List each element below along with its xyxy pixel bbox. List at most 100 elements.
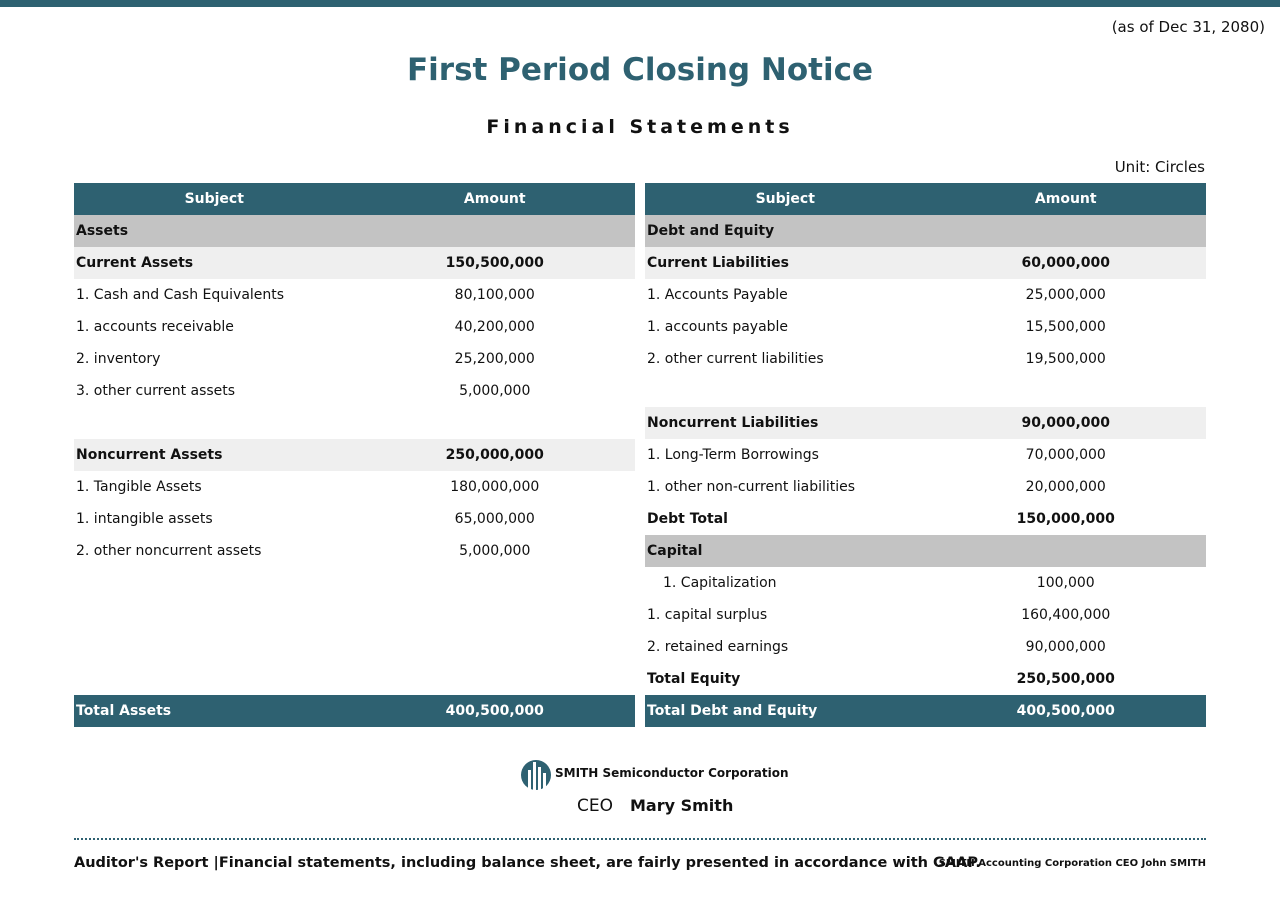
section-row: Capital — [645, 535, 1206, 567]
row: 1. Cash and Cash Equivalents 80,100,000 — [74, 279, 635, 311]
cell: 250,000,000 — [354, 439, 635, 471]
row: 1. Accounts Payable 25,000,000 — [645, 279, 1206, 311]
title: First Period Closing Notice — [407, 52, 873, 88]
row: 2. other current liabilities 19,500,000 — [645, 343, 1206, 375]
cell: 5,000,000 — [459, 383, 531, 399]
subtotal-row: Current Assets 150,500,000 — [74, 247, 635, 279]
blank-row — [74, 407, 635, 439]
cell: Total Equity — [647, 671, 741, 687]
cell: 90,000,000 — [1025, 639, 1106, 655]
row: 1. accounts receivable 40,200,000 — [74, 311, 635, 343]
cell: 2. retained earnings — [647, 639, 789, 655]
cell: 400,500,000 — [354, 695, 635, 727]
cell: Debt Total — [647, 511, 728, 527]
subtotal-row: Noncurrent Assets 250,000,000 — [74, 439, 635, 471]
cell: 180,000,000 — [450, 479, 540, 495]
cell: 15,500,000 — [1025, 319, 1106, 335]
cell: 150,000,000 — [1016, 511, 1115, 527]
cell: 90,000,000 — [925, 407, 1206, 439]
cell: 1. Capitalization — [663, 575, 777, 591]
cell: 20,000,000 — [1025, 479, 1106, 495]
cell: 1. Cash and Cash Equivalents — [76, 287, 285, 303]
cell: 1. Tangible Assets — [76, 479, 202, 495]
cell: 25,200,000 — [454, 351, 535, 367]
section-row: Debt and Equity — [645, 215, 1206, 247]
cell: 400,500,000 — [925, 695, 1206, 727]
company-name: SMITH Semiconductor Corporation — [555, 766, 789, 780]
cell: 19,500,000 — [1025, 351, 1106, 367]
cell: 1. accounts payable — [647, 319, 789, 335]
blank-row — [74, 567, 635, 599]
subtotal-row: Current Liabilities 60,000,000 — [645, 247, 1206, 279]
ceo-role: CEO — [577, 796, 613, 816]
cell: 2. other current liabilities — [647, 351, 824, 367]
cell: 1. accounts receivable — [76, 319, 234, 335]
row: 1. intangible assets 65,000,000 — [74, 503, 635, 535]
cell: 160,400,000 — [1021, 607, 1111, 623]
company-logo — [521, 760, 551, 792]
row: 2. other noncurrent assets 5,000,000 — [74, 535, 635, 567]
cell: Noncurrent Assets — [74, 439, 355, 471]
cell: Capital — [645, 535, 1206, 567]
cell: 3. other current assets — [76, 383, 236, 399]
cell: 1. Accounts Payable — [647, 287, 788, 303]
cell: 1. other non-current liabilities — [647, 479, 856, 495]
cell: Assets — [74, 215, 635, 247]
cell: Debt and Equity — [645, 215, 1206, 247]
cell: Total Debt and Equity — [645, 695, 926, 727]
cell: Current Liabilities — [645, 247, 926, 279]
cell: 150,500,000 — [354, 247, 635, 279]
cell: 2. other noncurrent assets — [76, 543, 262, 559]
total-row: Total Debt and Equity 400,500,000 — [645, 695, 1206, 727]
blank-row — [645, 375, 1206, 407]
header-cell: Subject — [74, 183, 355, 215]
section-row: Assets — [74, 215, 635, 247]
header-cell: Amount — [354, 183, 635, 215]
cell: Current Assets — [74, 247, 355, 279]
row: 1. Long-Term Borrowings 70,000,000 — [645, 439, 1206, 471]
cell: 1. Long-Term Borrowings — [647, 447, 819, 463]
cell: Noncurrent Liabilities — [645, 407, 926, 439]
auditor-report: Auditor's Report |Financial statements, … — [74, 855, 981, 871]
cell: 1. capital surplus — [647, 607, 768, 623]
subtotal-row: Total Equity 250,500,000 — [645, 663, 1206, 695]
row: 2. inventory 25,200,000 — [74, 343, 635, 375]
blank-row — [74, 663, 635, 695]
header-row: Subject Amount — [645, 183, 1206, 215]
auditor-signer: SMITH Accounting Corporation CEO John SM… — [938, 858, 1206, 869]
cell: Total Assets — [74, 695, 355, 727]
divider — [74, 838, 1206, 840]
header-row: Subject Amount — [74, 183, 635, 215]
subtitle: Financial Statements — [486, 116, 794, 138]
blank-row — [74, 599, 635, 631]
as-of-date: (as of Dec 31, 2080) — [1111, 18, 1265, 36]
header-cell: Amount — [925, 183, 1206, 215]
cell: 100,000 — [1036, 575, 1095, 591]
ceo-name: Mary Smith — [630, 796, 734, 815]
row: 2. retained earnings 90,000,000 — [645, 631, 1206, 663]
subtotal-row: Debt Total 150,000,000 — [645, 503, 1206, 535]
row: 1. Capitalization 100,000 — [645, 567, 1206, 599]
cell: 250,500,000 — [1016, 671, 1115, 687]
liabilities-table: Subject Amount Debt and Equity Current Li… — [645, 183, 1206, 727]
row: 1. Tangible Assets 180,000,000 — [74, 471, 635, 503]
cell: 70,000,000 — [1025, 447, 1106, 463]
cell: 1. intangible assets — [76, 511, 213, 527]
row: 1. capital surplus 160,400,000 — [645, 599, 1206, 631]
blank-row — [74, 631, 635, 663]
cell: 5,000,000 — [459, 543, 531, 559]
unit: Unit: Circles — [1114, 158, 1205, 176]
cell: 25,000,000 — [1025, 287, 1106, 303]
cell: 80,100,000 — [454, 287, 535, 303]
cell: 40,200,000 — [454, 319, 535, 335]
row: 1. other non-current liabilities 20,000,0… — [645, 471, 1206, 503]
header-cell: Subject — [645, 183, 926, 215]
cell: 2. inventory — [76, 351, 161, 367]
top-bar — [0, 0, 1280, 7]
cell: 65,000,000 — [454, 511, 535, 527]
subtotal-row: Noncurrent Liabilities 90,000,000 — [645, 407, 1206, 439]
row: 1. accounts payable 15,500,000 — [645, 311, 1206, 343]
assets-table: Subject Amount Assets Current Assets 150,5… — [74, 183, 635, 727]
row: 3. other current assets 5,000,000 — [74, 375, 635, 407]
